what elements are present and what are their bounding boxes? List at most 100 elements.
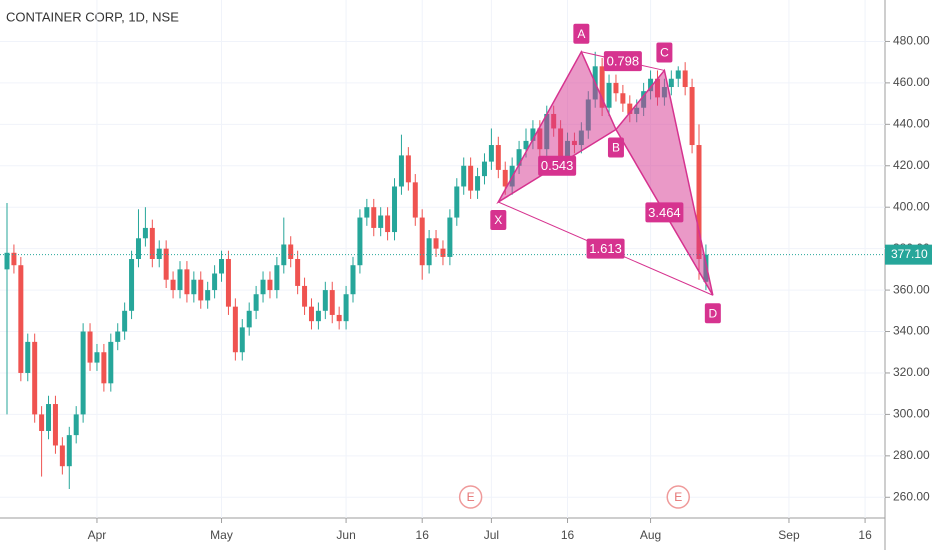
y-tick-label: 340.00: [893, 324, 930, 338]
candle-body: [648, 78, 654, 92]
ratio-box: [645, 202, 684, 223]
ratio-box: [538, 155, 577, 176]
candle-body: [225, 259, 231, 307]
candle-body: [59, 445, 65, 467]
ratio-label: 0.798: [607, 54, 640, 69]
ratio-label: 3.464: [648, 205, 681, 220]
pattern-point-label: A: [577, 27, 585, 41]
candle-body: [11, 252, 17, 266]
candle-body: [25, 341, 31, 373]
y-tick-label: 460.00: [893, 75, 930, 89]
candle-body: [191, 279, 197, 295]
candle-body: [405, 155, 411, 183]
candle-body: [350, 265, 356, 295]
y-tick-label: 480.00: [893, 34, 930, 48]
candle-body: [274, 265, 280, 291]
y-tick-label: 360.00: [893, 282, 930, 296]
candle-body: [371, 207, 377, 228]
pattern-point-box: [573, 23, 590, 44]
grid: [0, 0, 885, 518]
candle-body: [481, 161, 487, 177]
y-tick-label: 320.00: [893, 365, 930, 379]
candle-body: [232, 306, 238, 353]
candle-body: [627, 103, 633, 114]
candle-body: [302, 285, 308, 307]
candle-body: [606, 82, 612, 108]
y-tick-label: 400.00: [893, 199, 930, 213]
candle-body: [219, 259, 225, 274]
candle-body: [267, 279, 273, 291]
ratio-box: [603, 51, 642, 72]
x-tick-label: 16: [416, 528, 430, 542]
event-label: E: [674, 490, 682, 504]
y-tick-label: 440.00: [893, 116, 930, 130]
candle-body: [385, 215, 391, 233]
candle-body: [523, 140, 529, 150]
x-tick-label: Jun: [336, 528, 355, 542]
candle-body: [315, 310, 321, 322]
event-label: E: [467, 490, 475, 504]
candle-body: [246, 310, 252, 328]
candle-body: [184, 269, 190, 295]
x-tick-label: 16: [561, 528, 575, 542]
candle-body: [239, 327, 245, 353]
candle-body: [87, 331, 93, 363]
candle-body: [461, 165, 467, 187]
candle-body: [419, 217, 425, 266]
candle-body: [142, 227, 148, 239]
y-tick-label: 260.00: [893, 489, 930, 503]
candle-body: [177, 269, 183, 291]
event-marker: [458, 485, 483, 509]
candle-body: [398, 155, 404, 187]
candle-body: [599, 66, 605, 108]
candle-body: [39, 414, 45, 431]
candle-body: [156, 248, 162, 259]
ratio-box: [586, 238, 625, 259]
candle-body: [260, 279, 266, 295]
candle-body: [46, 404, 52, 431]
candle-body: [205, 290, 211, 301]
y-tick-label: 300.00: [893, 407, 930, 421]
candle-body: [170, 279, 176, 291]
event-marker: [666, 485, 690, 509]
candle-body: [682, 70, 688, 88]
ratio-label: 1.613: [589, 241, 622, 256]
x-tick-label: Sep: [778, 528, 800, 542]
candle-body: [149, 227, 155, 259]
chart-title: CONTAINER CORP, 1D, NSE: [6, 9, 179, 24]
candle-body: [18, 265, 24, 373]
pattern-point-label: B: [612, 141, 620, 155]
candle-body: [440, 248, 446, 257]
candle-body: [620, 93, 626, 104]
candle-body: [689, 87, 695, 146]
candle-body: [364, 207, 370, 218]
candle-body: [66, 435, 72, 467]
candle-body: [613, 82, 619, 94]
candle-body: [357, 217, 363, 266]
candle-body: [80, 331, 86, 415]
candle-body: [426, 238, 432, 266]
pattern-point-box: [490, 210, 507, 231]
candle-body: [392, 186, 398, 233]
candle-body: [475, 176, 481, 191]
candle-body: [329, 290, 335, 315]
candle-body: [281, 244, 287, 266]
candle-body: [52, 404, 58, 446]
candle-body: [295, 259, 301, 286]
candle-body: [696, 145, 702, 259]
candle-body: [73, 414, 79, 436]
last-price-box: [885, 244, 932, 265]
candle-body: [198, 279, 204, 301]
candle-body: [495, 145, 501, 170]
x-tick-label: 16: [858, 528, 872, 542]
candle-body: [129, 259, 135, 311]
candle-body: [101, 352, 107, 384]
x-tick-label: Jul: [484, 528, 499, 542]
pattern-point-box: [607, 137, 624, 158]
candle-body: [94, 352, 100, 363]
candle-body: [163, 248, 169, 280]
pattern-point-box: [704, 303, 721, 324]
candle-body: [378, 215, 384, 228]
